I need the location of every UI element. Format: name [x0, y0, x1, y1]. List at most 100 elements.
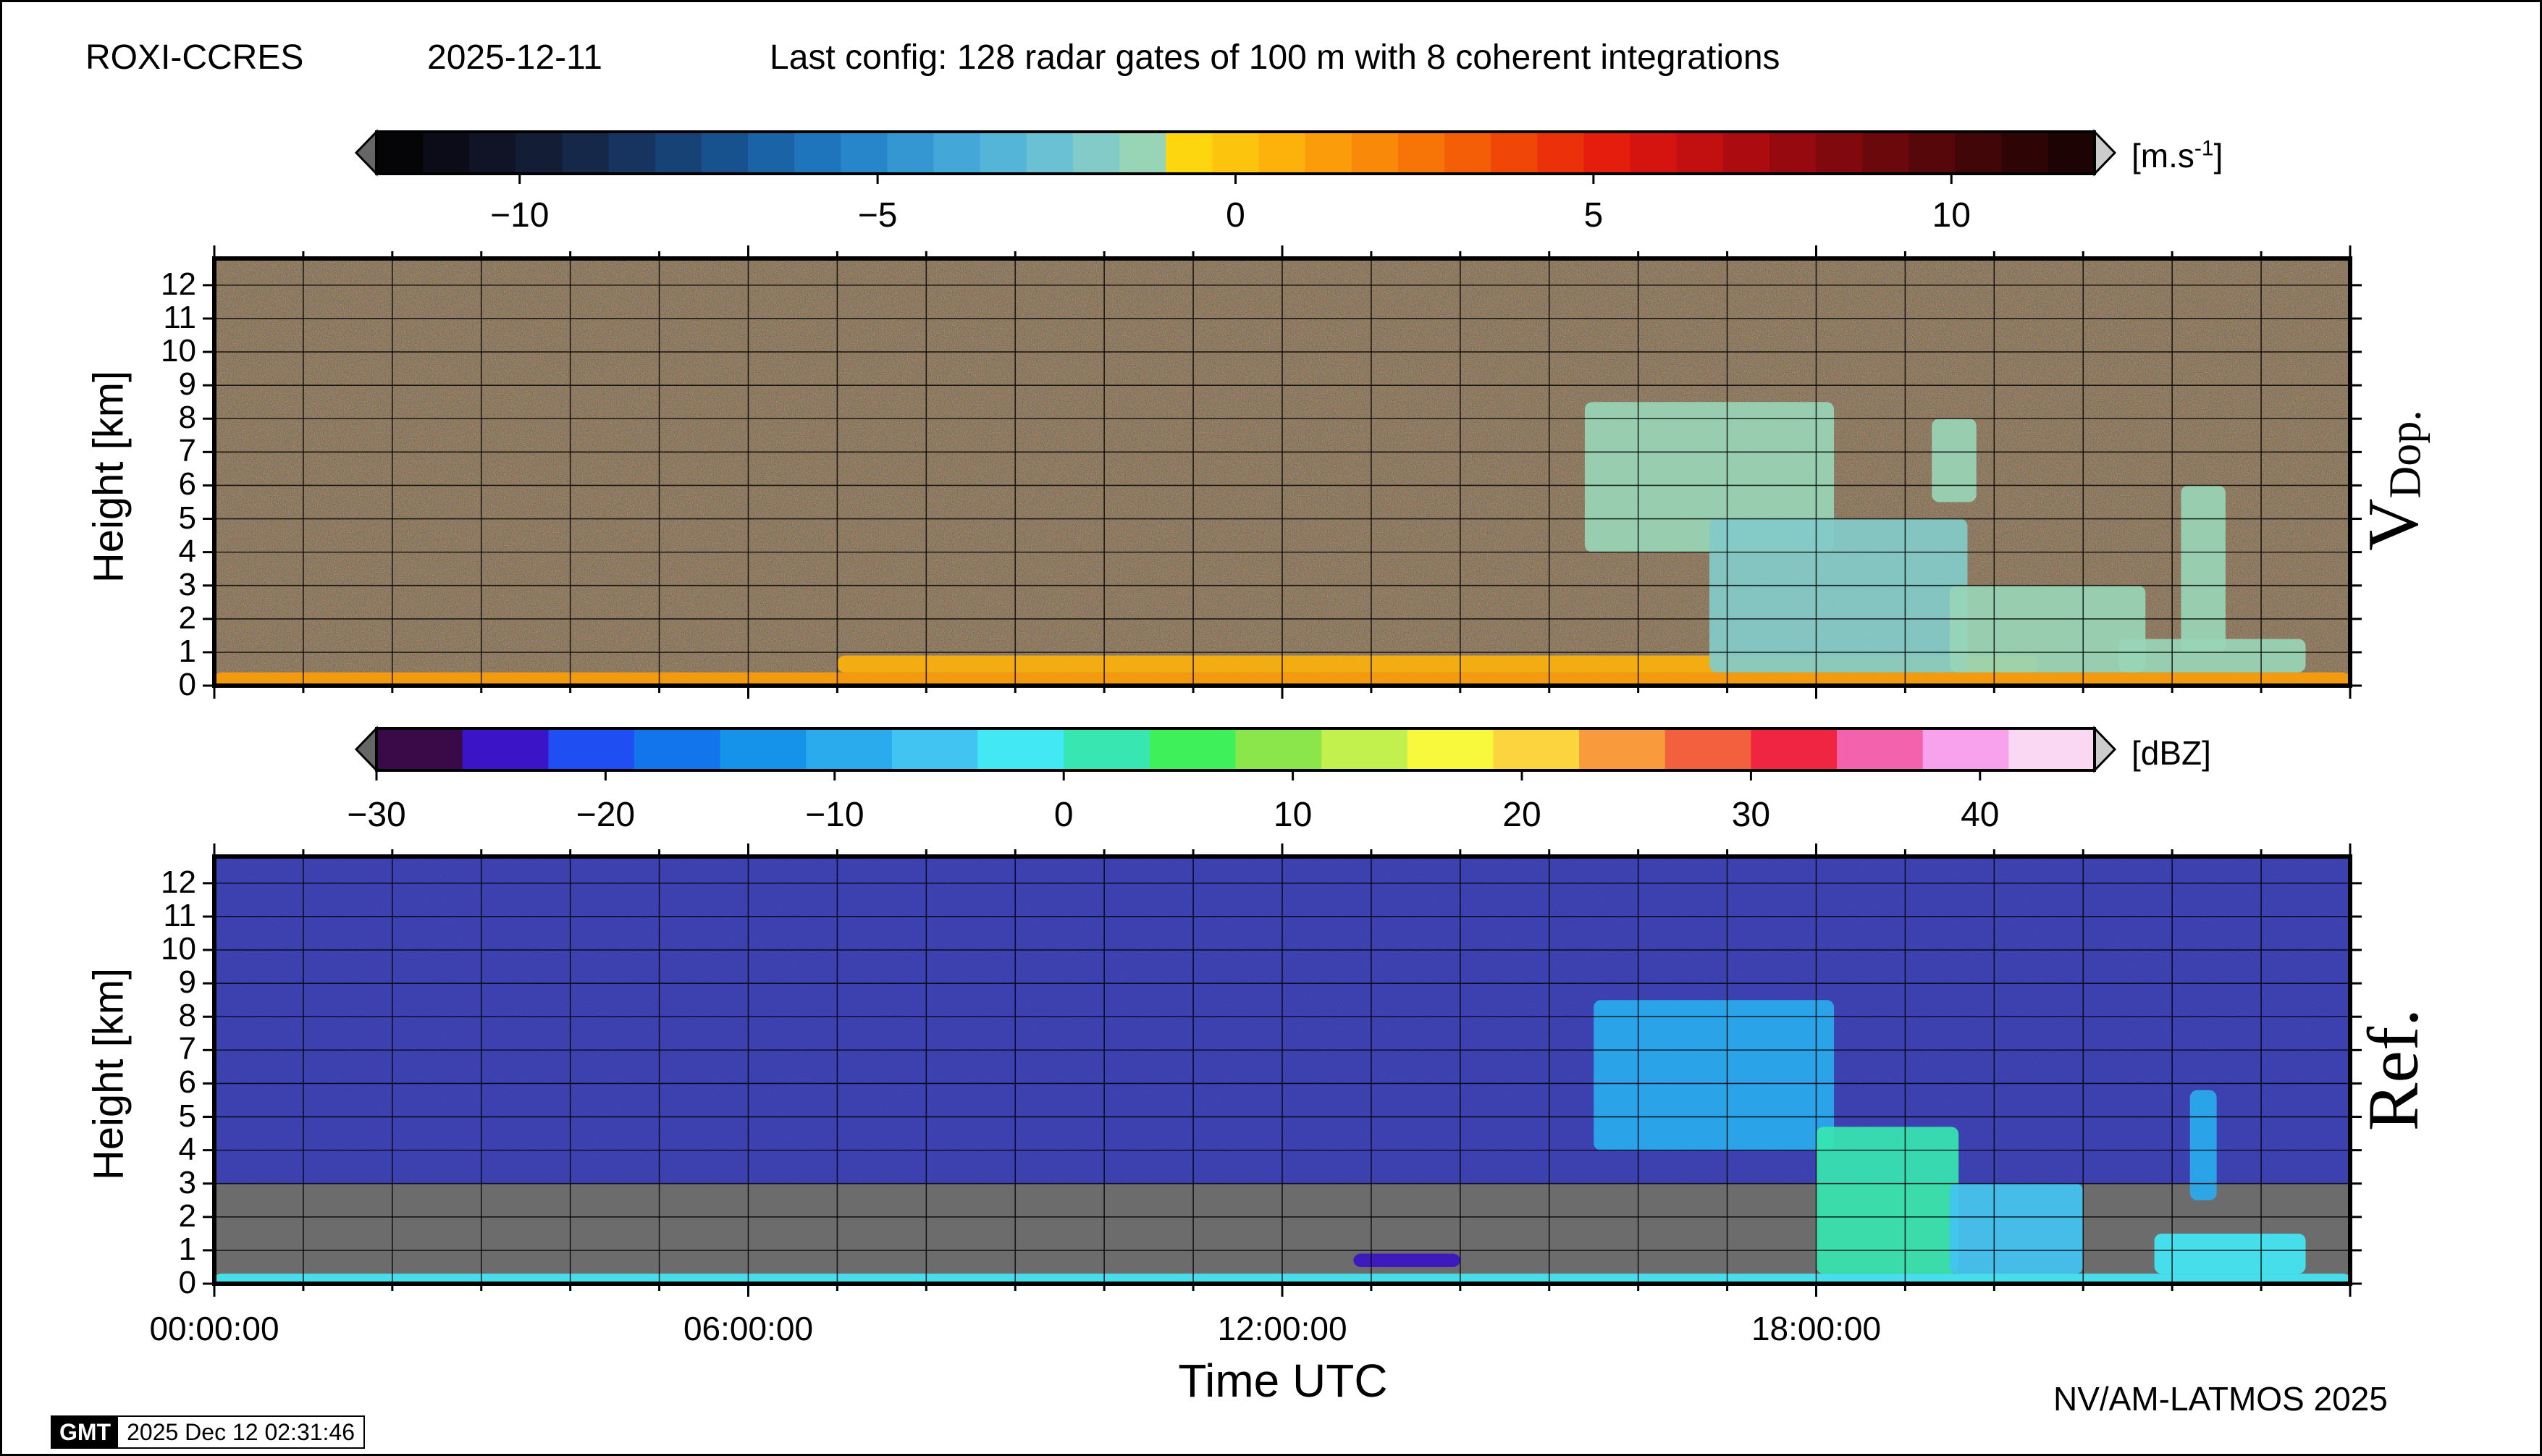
- reflectivity-colorbar-tick-label: 40: [1961, 796, 2000, 834]
- reflectivity-colorbar-swatch: [1064, 728, 1150, 770]
- velocity-colorbar-swatch: [1769, 132, 1817, 174]
- reflectivity-colorbar-swatch: [1751, 728, 1838, 770]
- velocity-grid: [214, 258, 2350, 686]
- velocity-colorbar-swatch: [1722, 132, 1770, 174]
- velocity-colorbar-swatch: [562, 132, 610, 174]
- reflectivity-colorbar-swatch: [1837, 728, 1924, 770]
- velocity-colorbar-swatch: [1026, 132, 1074, 174]
- reflectivity-ytick-label: 5: [178, 1098, 196, 1134]
- reflectivity-echo-region: [1353, 1253, 1460, 1267]
- velocity-echo-region: [2118, 639, 2306, 673]
- date-label: 2025-12-11: [427, 38, 602, 77]
- reflectivity-colorbar-tick-label: −30: [347, 796, 406, 834]
- reflectivity-axes: [203, 843, 2362, 1297]
- velocity-colorbar-tick-label: −10: [490, 196, 550, 235]
- velocity-colorbar-swatch: [1955, 132, 2003, 174]
- reflectivity-colorbar-swatch: [2008, 728, 2095, 770]
- reflectivity-ytick-label: 3: [178, 1164, 196, 1200]
- reflectivity-colorbar-tick-label: 30: [1731, 796, 1771, 834]
- velocity-ytick-label: 10: [161, 333, 196, 369]
- gmt-timestamp-box: GMT 2025 Dec 12 02:31:46: [51, 1415, 366, 1449]
- reflectivity-ytick-label: 2: [178, 1198, 196, 1234]
- reflectivity-colorbar-arrow-low: [354, 725, 378, 773]
- velocity-colorbar-swatch: [887, 132, 935, 174]
- reflectivity-echo-region: [1594, 1000, 1835, 1150]
- velocity-ytick-label: 2: [178, 599, 196, 636]
- velocity-colorbar-swatch: [748, 132, 795, 174]
- reflectivity-grid: [214, 857, 2350, 1284]
- velocity-colorbar-swatch: [423, 132, 470, 174]
- velocity-ytick-label: 3: [178, 566, 196, 602]
- velocity-colorbar-swatch: [794, 132, 841, 174]
- velocity-colorbar-swatch: [1491, 132, 1538, 174]
- gmt-timestamp: 2025 Dec 12 02:31:46: [118, 1417, 364, 1447]
- reflectivity-ytick-label: 9: [178, 964, 196, 1001]
- velocity-colorbar-swatch: [1676, 132, 1724, 174]
- velocity-colorbar-swatch: [980, 132, 1027, 174]
- reflectivity-colorbar-swatch: [806, 728, 893, 770]
- reflectivity-unit: [dBZ]: [2131, 734, 2211, 772]
- velocity-colorbar-tick-label: −5: [857, 196, 898, 235]
- gmt-logo: GMT: [52, 1417, 119, 1447]
- reflectivity-colorbar-tick-label: 0: [1053, 796, 1074, 834]
- velocity-colorbar-tick-label: 10: [1932, 196, 1971, 235]
- x-tick-label: 18:00:00: [1751, 1310, 1882, 1347]
- velocity-colorbar-swatch: [1630, 132, 1678, 174]
- reflectivity-ytick-label: 8: [178, 998, 196, 1034]
- reflectivity-ytick-label: 12: [161, 864, 196, 900]
- velocity-colorbar-swatch: [655, 132, 702, 174]
- velocity-axes: [203, 245, 2362, 699]
- velocity-unit: [m.s-1]: [2131, 136, 2223, 174]
- reflectivity-colorbar-swatch: [548, 728, 635, 770]
- reflectivity-echo-region: [2189, 1090, 2217, 1200]
- velocity-colorbar-swatch: [933, 132, 981, 174]
- reflectivity-side-label: Ref.: [2352, 1008, 2433, 1132]
- credit-label: NV/AM-LATMOS 2025: [2053, 1380, 2388, 1418]
- reflectivity-ytick-label: 7: [178, 1031, 196, 1067]
- reflectivity-ytick-label: 0: [178, 1265, 196, 1300]
- velocity-echo-region: [1949, 585, 2146, 673]
- velocity-colorbar-swatch: [1212, 132, 1260, 174]
- reflectivity-ytick-label: 4: [178, 1131, 196, 1167]
- reflectivity-colorbar-swatch: [1579, 728, 1666, 770]
- velocity-colorbar-swatch: [376, 132, 424, 174]
- reflectivity-colorbar-swatch: [720, 728, 807, 770]
- reflectivity-colorbar-swatch: [376, 728, 463, 770]
- velocity-colorbar-swatch: [1258, 132, 1306, 174]
- velocity-ytick-label: 8: [178, 400, 196, 436]
- velocity-ytick-label: 9: [178, 366, 196, 403]
- velocity-colorbar-tick-label: 0: [1226, 196, 1245, 235]
- velocity-colorbar-swatch: [1444, 132, 1491, 174]
- velocity-colorbar-swatch: [469, 132, 517, 174]
- reflectivity-colorbar-swatch: [1922, 728, 2009, 770]
- reflectivity-echo-region: [1816, 1127, 1959, 1274]
- velocity-ylabel: Height [km]: [85, 370, 132, 584]
- velocity-ytick-label: 11: [163, 299, 196, 335]
- reflectivity-colorbar-swatch: [1149, 728, 1237, 770]
- reflectivity-colorbar-swatch: [1664, 728, 1751, 770]
- reflectivity-colorbar-tick-label: −20: [576, 796, 636, 834]
- x-tick-label: 12:00:00: [1217, 1310, 1347, 1347]
- velocity-colorbar-swatch: [1166, 132, 1213, 174]
- velocity-echo-region: [1584, 402, 1835, 552]
- velocity-colorbar-swatch: [841, 132, 888, 174]
- reflectivity-colorbar-border: [375, 727, 2096, 772]
- velocity-colorbar-swatch: [1908, 132, 1956, 174]
- velocity-colorbar-swatch: [2001, 132, 2049, 174]
- velocity-colorbar-swatch: [515, 132, 563, 174]
- reflectivity-ytick-label: 6: [178, 1064, 196, 1101]
- velocity-ytick-label: 6: [178, 466, 196, 502]
- velocity-colorbar-swatch: [1351, 132, 1399, 174]
- velocity-ytick-label: 1: [178, 633, 196, 669]
- reflectivity-colorbar-swatch: [462, 728, 549, 770]
- reflectivity-colorbar-swatch: [1321, 728, 1408, 770]
- velocity-ytick-label: 12: [161, 266, 196, 302]
- reflectivity-colorbar-swatch: [1407, 728, 1494, 770]
- reflectivity-ytick-label: 10: [161, 931, 196, 967]
- velocity-colorbar-swatch: [1305, 132, 1352, 174]
- reflectivity-ytick-label: 11: [163, 897, 196, 933]
- reflectivity-colorbar-tick-label: 20: [1502, 796, 1541, 834]
- velocity-colorbar: [354, 129, 2117, 184]
- reflectivity-colorbar-swatch: [1235, 728, 1322, 770]
